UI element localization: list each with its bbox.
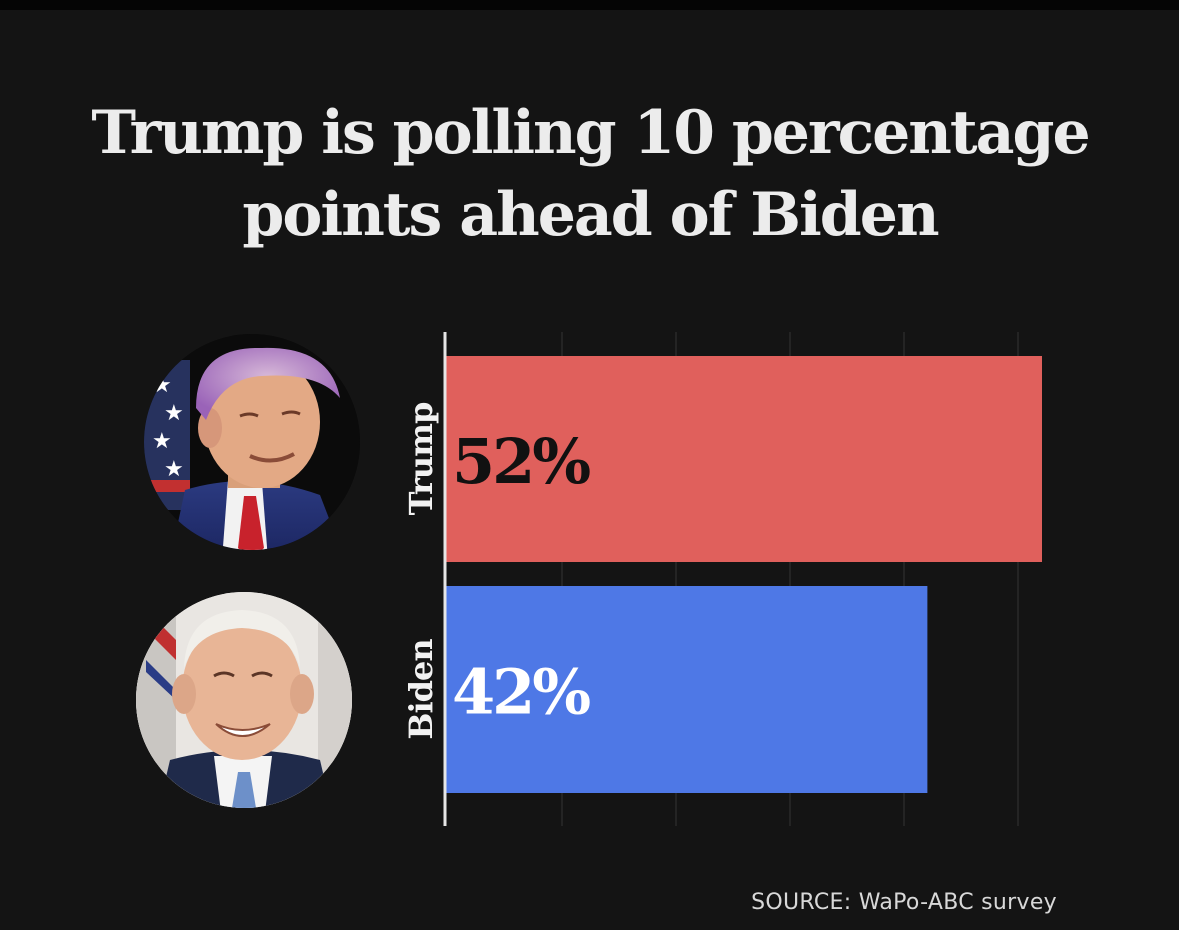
top-band: [0, 0, 1179, 10]
svg-text:★: ★: [152, 429, 172, 454]
svg-text:★: ★: [164, 457, 184, 482]
bars: [446, 356, 1042, 793]
svg-text:★: ★: [164, 401, 184, 426]
category-label-biden: Biden: [402, 639, 440, 740]
value-label-trump: 52%: [452, 425, 590, 498]
value-labels: 52% 42%: [452, 425, 593, 729]
trump-photo: ★ ★ ★ ★: [144, 334, 360, 550]
chart-title: Trump is polling 10 percentage points ah…: [91, 98, 1090, 250]
svg-text:★: ★: [152, 373, 172, 398]
bar-biden: [446, 586, 928, 793]
category-label-trump: Trump: [402, 402, 440, 515]
bar-trump: [446, 356, 1042, 562]
value-label-biden: 42%: [452, 656, 590, 729]
biden-photo: [136, 592, 352, 808]
category-labels: Trump Biden: [402, 402, 440, 740]
source-note: SOURCE: WaPo-ABC survey: [751, 890, 1057, 915]
